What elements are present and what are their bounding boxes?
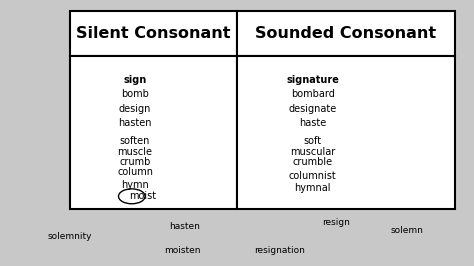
Bar: [237, 56, 455, 209]
Text: hymnal: hymnal: [294, 182, 331, 193]
Bar: [70, 56, 237, 209]
Text: columnist: columnist: [289, 171, 337, 181]
Bar: [70, 11, 237, 56]
Text: muscular: muscular: [290, 147, 336, 157]
Text: soft: soft: [304, 136, 322, 146]
Text: designate: designate: [289, 103, 337, 114]
Text: moisten: moisten: [164, 246, 201, 255]
Text: Silent Consonant: Silent Consonant: [76, 26, 231, 41]
Text: haste: haste: [299, 118, 327, 128]
Text: hasten: hasten: [169, 222, 201, 231]
Text: resign: resign: [323, 218, 350, 227]
Text: resignation: resignation: [254, 246, 305, 255]
Text: solemn: solemn: [390, 226, 423, 235]
Text: bomb: bomb: [121, 89, 149, 99]
Text: column: column: [117, 167, 153, 177]
Text: solemnity: solemnity: [48, 232, 92, 241]
Text: Sounded Consonant: Sounded Consonant: [255, 26, 437, 41]
Text: bombard: bombard: [291, 89, 335, 99]
Text: hymn: hymn: [121, 180, 149, 190]
Text: moist: moist: [128, 191, 156, 201]
Text: hasten: hasten: [118, 118, 152, 128]
Text: muscle: muscle: [118, 147, 153, 157]
Bar: [237, 11, 455, 56]
Text: crumb: crumb: [119, 157, 151, 167]
Text: soften: soften: [120, 136, 150, 146]
Text: sign: sign: [123, 75, 147, 85]
Text: design: design: [119, 103, 151, 114]
Text: signature: signature: [286, 75, 339, 85]
Text: crumble: crumble: [293, 157, 333, 167]
